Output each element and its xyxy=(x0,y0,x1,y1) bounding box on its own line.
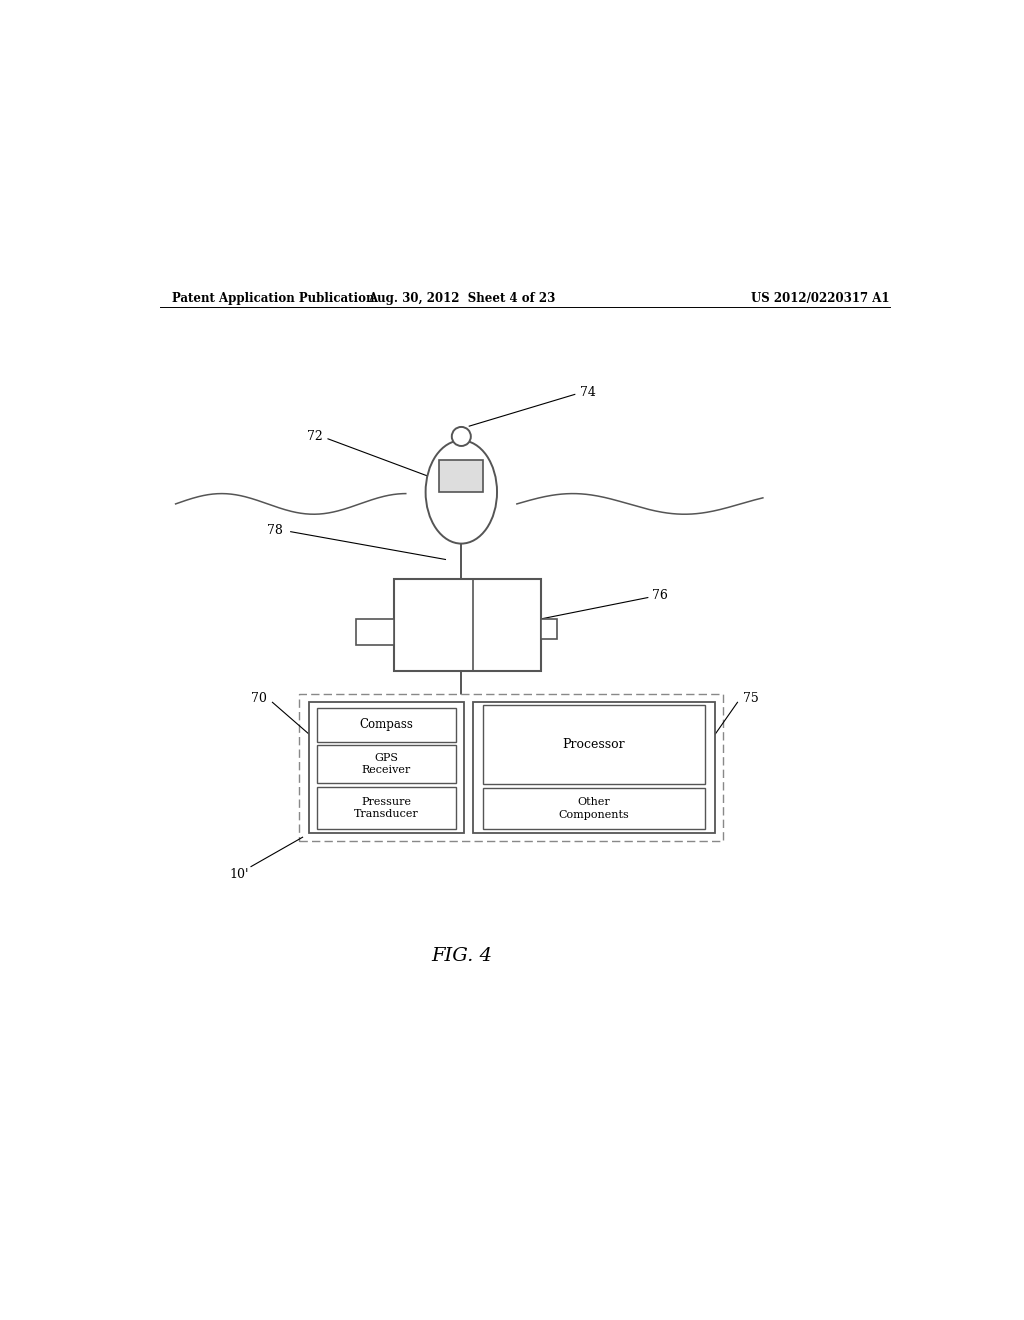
Text: 76: 76 xyxy=(652,589,668,602)
FancyBboxPatch shape xyxy=(541,619,557,639)
FancyBboxPatch shape xyxy=(316,708,456,742)
FancyBboxPatch shape xyxy=(309,702,464,833)
Text: Aug. 30, 2012  Sheet 4 of 23: Aug. 30, 2012 Sheet 4 of 23 xyxy=(368,292,555,305)
FancyBboxPatch shape xyxy=(482,705,705,784)
Text: 72: 72 xyxy=(306,430,323,444)
Text: US 2012/0220317 A1: US 2012/0220317 A1 xyxy=(752,292,890,305)
FancyBboxPatch shape xyxy=(394,579,541,671)
Text: Processor: Processor xyxy=(562,738,626,751)
FancyBboxPatch shape xyxy=(473,702,715,833)
Text: FIG. 4: FIG. 4 xyxy=(431,948,492,965)
FancyBboxPatch shape xyxy=(299,694,723,841)
Text: Patent Application Publication: Patent Application Publication xyxy=(172,292,374,305)
Text: 70: 70 xyxy=(251,692,267,705)
Ellipse shape xyxy=(426,441,497,544)
Text: 74: 74 xyxy=(581,387,596,400)
Text: Compass: Compass xyxy=(359,718,414,731)
FancyBboxPatch shape xyxy=(439,461,482,492)
Text: GPS
Receiver: GPS Receiver xyxy=(361,752,411,775)
Text: 78: 78 xyxy=(267,524,283,537)
Circle shape xyxy=(452,426,471,446)
FancyBboxPatch shape xyxy=(355,619,394,645)
FancyBboxPatch shape xyxy=(482,788,705,829)
Text: Other
Components: Other Components xyxy=(558,797,629,820)
Text: 75: 75 xyxy=(743,692,759,705)
FancyBboxPatch shape xyxy=(316,787,456,829)
Text: 10': 10' xyxy=(229,869,249,880)
Text: Pressure
Transducer: Pressure Transducer xyxy=(354,797,419,820)
FancyBboxPatch shape xyxy=(316,746,456,783)
